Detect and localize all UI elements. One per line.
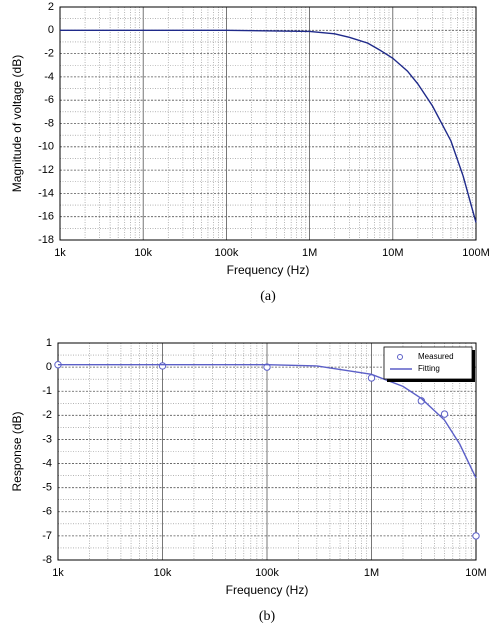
y-tick-label: -10	[38, 141, 54, 153]
plot: 1k 10k 100k 1M 10M -8 -7 -6 -5 -4 -3 -2 -1 0 1 Frequenc…	[10, 337, 487, 624]
y-tick-label: 2	[48, 1, 54, 13]
plot: 1k 10k 100k 1M 10M 100M -18 -16 -14 -12 -10 -8 -6 -4 -…	[10, 1, 490, 304]
y-axis-label: Magnitude of voltage (dB)	[10, 55, 24, 192]
data-point	[440, 410, 449, 418]
legend-label: Measured	[418, 352, 454, 361]
y-tick-label: -8	[44, 117, 54, 129]
caption: (b)	[259, 609, 276, 624]
y-tick-label: 0	[46, 361, 52, 373]
y-axis-label: Response (dB)	[10, 411, 24, 491]
legend-label: Fitting	[418, 364, 440, 373]
y-tick-label: -7	[42, 530, 52, 542]
y-tick-label: 1	[46, 337, 52, 349]
plot-frame	[57, 342, 477, 561]
x-tick-label: 10k	[154, 567, 172, 579]
y-tick-label: -4	[42, 457, 52, 469]
y-tick-label: 0	[48, 24, 54, 36]
x-tick-label: 1M	[302, 247, 317, 259]
data-point	[263, 363, 271, 371]
x-tick-label: 1k	[52, 567, 64, 579]
y-tick-label: -1	[42, 385, 52, 397]
y-tick-label: -6	[44, 94, 54, 106]
y-tick-label: -3	[42, 433, 52, 445]
y-tick-label: -5	[42, 482, 52, 494]
y-tick-label: -2	[42, 409, 52, 421]
plot-frame	[59, 6, 477, 241]
y-tick-label: -6	[42, 506, 52, 518]
x-tick-label: 100M	[462, 247, 490, 259]
x-axis-label: Frequency (Hz)	[227, 263, 310, 277]
y-tick-label: -18	[38, 234, 54, 246]
y-tick-label: -8	[42, 554, 52, 566]
x-tick-label: 100k	[214, 247, 238, 259]
y-tick-label: -16	[38, 211, 54, 223]
x-axis-label: Frequency (Hz)	[226, 583, 309, 597]
x-tick-label: 1M	[364, 567, 379, 579]
x-tick-label: 10M	[465, 567, 486, 579]
x-tick-label: 10k	[134, 247, 152, 259]
data-point	[158, 362, 167, 370]
x-tick-label: 10M	[382, 247, 403, 259]
data-line	[60, 29, 477, 223]
legend-marker	[397, 354, 403, 360]
y-tick-label: -4	[44, 71, 54, 83]
x-tick-label: 1k	[54, 247, 66, 259]
legend	[383, 346, 473, 380]
y-tick-label: -2	[44, 48, 54, 60]
x-tick-label: 100k	[255, 567, 279, 579]
y-tick-label: -14	[38, 187, 54, 199]
data-point	[472, 532, 480, 540]
y-tick-label: -12	[38, 164, 54, 176]
caption: (a)	[260, 289, 276, 304]
